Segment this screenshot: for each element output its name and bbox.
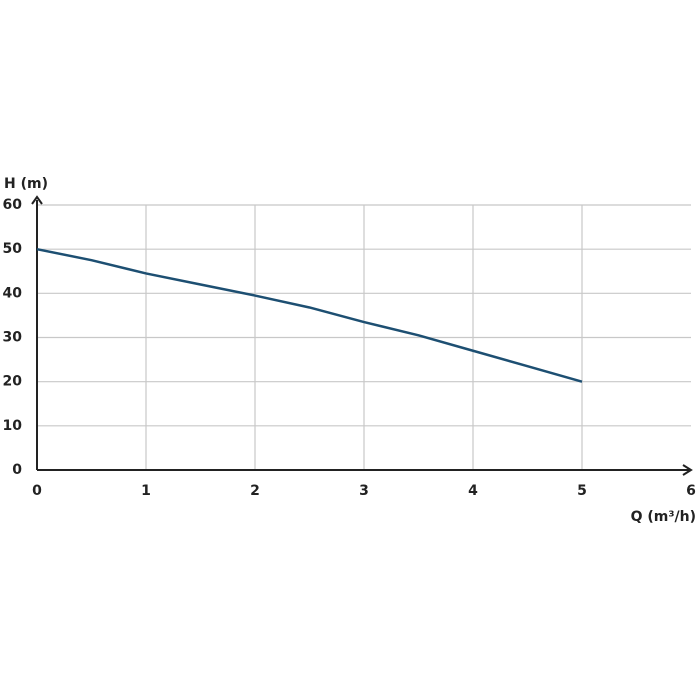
- y-axis-arrow: [31, 195, 43, 205]
- y-tick-label: 60: [3, 197, 23, 213]
- x-axis-label: Q (m³/h): [631, 509, 696, 525]
- y-tick-label: 40: [3, 285, 23, 301]
- x-tick-label: 5: [577, 483, 587, 499]
- y-tick-label: 10: [3, 418, 23, 434]
- y-tick-label: 0: [12, 462, 22, 478]
- x-tick-label: 4: [468, 483, 478, 499]
- x-tick-label: 1: [141, 483, 151, 499]
- x-tick-label: 6: [686, 483, 696, 499]
- x-tick-label: 3: [359, 483, 369, 499]
- y-tick-label: 50: [3, 241, 23, 257]
- x-axis-arrow: [682, 464, 693, 476]
- y-axis-label: H (m): [4, 176, 48, 192]
- series-line: [36, 247, 583, 383]
- y-tick-label: 30: [3, 330, 23, 346]
- y-tick-label: 20: [3, 374, 23, 390]
- x-tick-label: 2: [250, 483, 260, 499]
- x-tick-label: 0: [32, 483, 42, 499]
